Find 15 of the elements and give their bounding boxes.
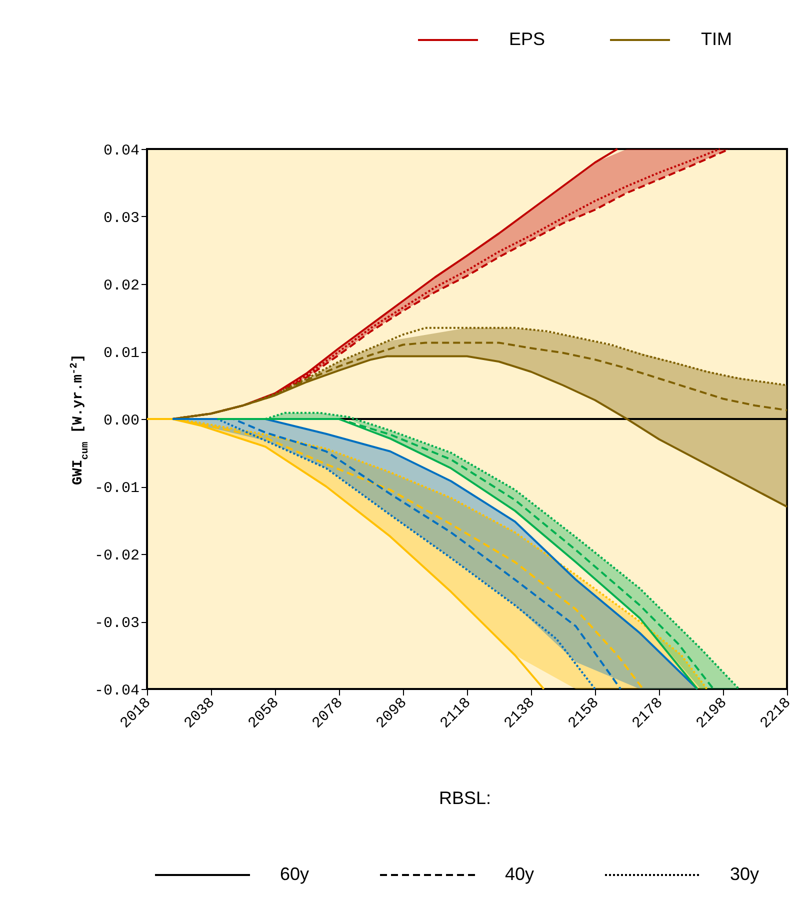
y-tick-label: -0.04: [94, 682, 140, 700]
legend-title: RBSL:: [438, 788, 492, 809]
y-tick-label: 0.03: [103, 210, 140, 227]
legend-label: EPS: [509, 29, 546, 49]
y-tick-label: -0.03: [94, 615, 140, 632]
legend-label: TIM: [701, 29, 732, 49]
y-tick-label: 0.02: [103, 278, 140, 294]
y-tick-label: -0.02: [94, 548, 140, 564]
y-tick-label: 0.04: [103, 142, 140, 160]
text: 30y: [730, 864, 760, 885]
text: 60y: [280, 864, 310, 885]
y-tick-label: 0.01: [103, 345, 140, 362]
text: 40y: [505, 864, 534, 885]
y-tick-label: 0.00: [103, 412, 140, 430]
y-tick-label: -0.01: [94, 480, 140, 497]
